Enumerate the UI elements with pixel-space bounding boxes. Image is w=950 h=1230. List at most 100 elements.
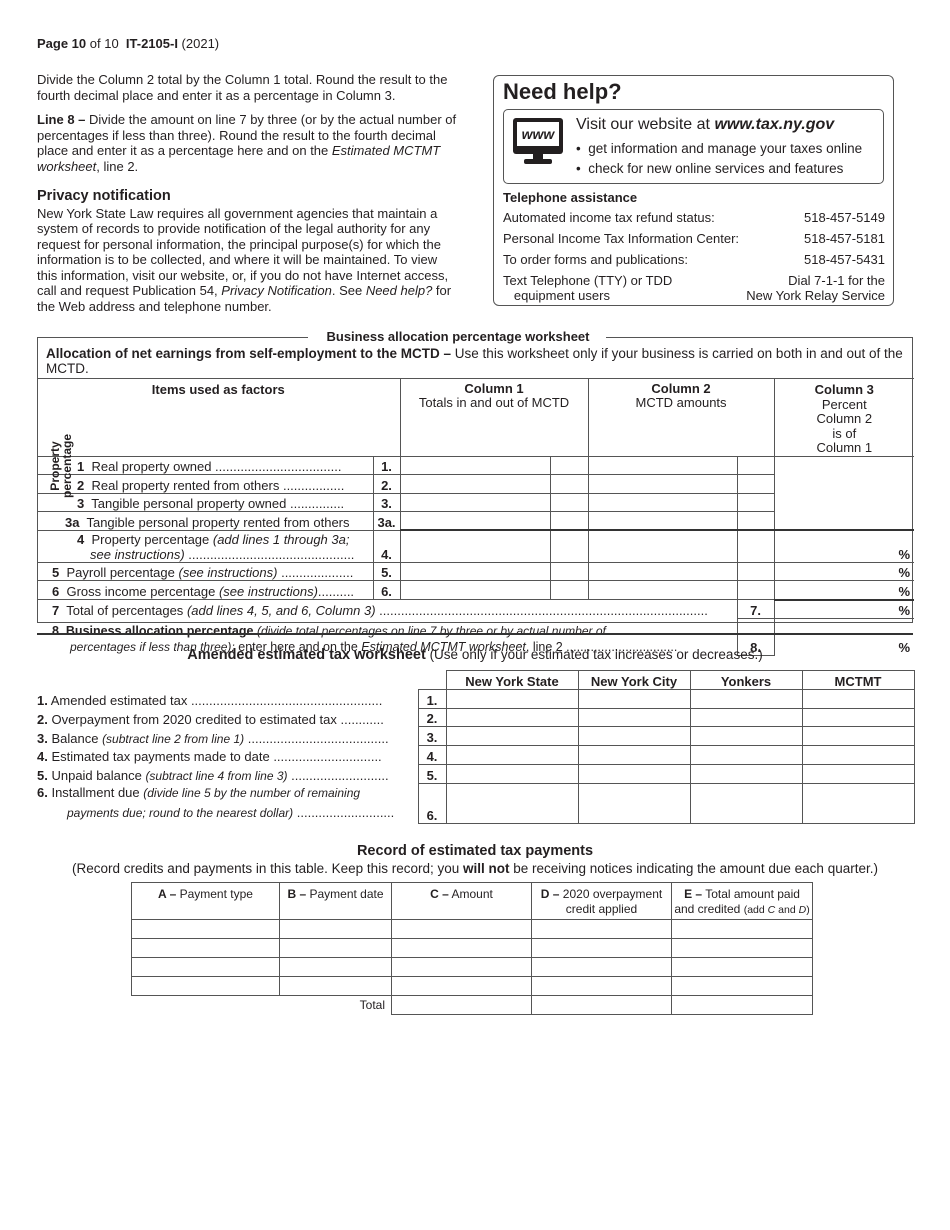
mctmt-input[interactable] bbox=[801, 726, 915, 747]
total-paid-input[interactable] bbox=[671, 919, 813, 939]
col1-input[interactable] bbox=[399, 492, 551, 513]
col2-input[interactable] bbox=[587, 529, 738, 563]
total-paid-input[interactable] bbox=[671, 995, 813, 1015]
yonkers-input[interactable] bbox=[689, 745, 803, 765]
amount-input[interactable] bbox=[391, 957, 532, 977]
text: Visit our website at bbox=[576, 116, 715, 133]
nys-input[interactable] bbox=[445, 782, 579, 824]
yonkers-input[interactable] bbox=[689, 707, 803, 728]
col3-percent-input[interactable]: % bbox=[773, 529, 915, 563]
overpayment-input[interactable] bbox=[531, 938, 672, 958]
nys-input[interactable] bbox=[445, 763, 579, 784]
nyc-input[interactable] bbox=[577, 688, 691, 709]
col1-decimal-input[interactable] bbox=[549, 455, 589, 476]
col2-input[interactable] bbox=[587, 455, 738, 476]
nyc-input[interactable] bbox=[577, 745, 691, 765]
col1-input[interactable] bbox=[399, 474, 551, 494]
col1-input[interactable] bbox=[399, 561, 551, 582]
payment-date-input[interactable] bbox=[279, 938, 392, 958]
payment-date-input[interactable] bbox=[279, 957, 392, 977]
col1-decimal-input[interactable] bbox=[549, 511, 589, 532]
nys-input[interactable] bbox=[445, 688, 579, 709]
payment-type-input[interactable] bbox=[131, 976, 280, 996]
mctmt-input[interactable] bbox=[801, 763, 915, 784]
spacer bbox=[418, 671, 446, 690]
col2-decimal-input[interactable] bbox=[736, 561, 775, 582]
text: Business allocation percentage bbox=[65, 624, 257, 639]
row-6-label: 6 Gross income percentage (see instructi… bbox=[37, 580, 374, 601]
text: payments due; round to the nearest dolla… bbox=[67, 806, 294, 821]
nys-input[interactable] bbox=[445, 707, 579, 728]
mctmt-input[interactable] bbox=[801, 688, 915, 709]
col3-percent-input[interactable]: % bbox=[773, 617, 915, 656]
payment-type-input[interactable] bbox=[131, 938, 280, 958]
overpayment-input[interactable] bbox=[531, 919, 672, 939]
col1-decimal-input[interactable] bbox=[549, 492, 589, 513]
col1-input[interactable] bbox=[399, 529, 551, 563]
col2-decimal-input[interactable] bbox=[736, 492, 775, 513]
total-overpayment-input[interactable] bbox=[531, 995, 672, 1015]
payment-type-input[interactable] bbox=[131, 919, 280, 939]
mctmt-input[interactable] bbox=[801, 707, 915, 728]
col2-input[interactable] bbox=[587, 561, 738, 582]
total-paid-input[interactable] bbox=[671, 938, 813, 958]
worksheet-intro: Allocation of net earnings from self-emp… bbox=[46, 346, 908, 376]
col2-decimal-input[interactable] bbox=[736, 455, 775, 476]
row-label: 4. Estimated tax payments made to date .… bbox=[37, 746, 418, 764]
amount-input[interactable] bbox=[391, 938, 532, 958]
mctmt-input[interactable] bbox=[801, 745, 915, 765]
nyc-input[interactable] bbox=[577, 782, 691, 824]
text: Property percentage bbox=[91, 531, 213, 547]
total-paid-input[interactable] bbox=[671, 957, 813, 977]
mctmt-input[interactable] bbox=[801, 782, 915, 824]
col2-input[interactable] bbox=[587, 492, 738, 513]
col1-decimal-input[interactable] bbox=[549, 561, 589, 582]
business-table: Items used as factors Column 1 Totals in … bbox=[37, 378, 915, 656]
text: Tangible personal property rented from o… bbox=[86, 514, 350, 530]
payment-date-input[interactable] bbox=[279, 976, 392, 996]
yonkers-input[interactable] bbox=[689, 688, 803, 709]
payment-date-input[interactable] bbox=[279, 919, 392, 939]
col2-decimal-input[interactable] bbox=[736, 529, 775, 563]
col2-decimal-input[interactable] bbox=[736, 511, 775, 532]
text: Column 2 bbox=[816, 411, 873, 426]
text: C – bbox=[430, 887, 449, 901]
col1-decimal-input[interactable] bbox=[549, 580, 589, 601]
total-paid-input[interactable] bbox=[671, 976, 813, 996]
overpayment-input[interactable] bbox=[531, 976, 672, 996]
total-amount-input[interactable] bbox=[391, 995, 532, 1015]
tel-row: To order forms and publications: 518-457-… bbox=[503, 252, 885, 267]
line-number: 5. bbox=[37, 768, 48, 784]
col1-input[interactable] bbox=[399, 511, 551, 532]
header-mctmt: MCTMT bbox=[801, 670, 915, 690]
website-link[interactable]: www.tax.ny.gov bbox=[714, 116, 835, 133]
col1-decimal-input[interactable] bbox=[549, 474, 589, 494]
yonkers-input[interactable] bbox=[689, 726, 803, 747]
col2-decimal-input[interactable] bbox=[736, 580, 775, 601]
nys-input[interactable] bbox=[445, 726, 579, 747]
amount-input[interactable] bbox=[391, 976, 532, 996]
payment-type-input[interactable] bbox=[131, 957, 280, 977]
nyc-input[interactable] bbox=[577, 707, 691, 728]
col3-percent-input[interactable]: % bbox=[773, 580, 915, 601]
col3-percent-input[interactable]: % bbox=[773, 598, 915, 619]
nyc-input[interactable] bbox=[577, 763, 691, 784]
col3-percent-input[interactable]: % bbox=[773, 561, 915, 582]
col2-decimal-input[interactable] bbox=[736, 474, 775, 494]
tel-label: Text Telephone (TTY) or TDD bbox=[503, 273, 673, 288]
nys-input[interactable] bbox=[445, 745, 579, 765]
col1-decimal-input[interactable] bbox=[549, 529, 589, 563]
col2-input[interactable] bbox=[587, 511, 738, 532]
col1-input[interactable] bbox=[399, 580, 551, 601]
divider bbox=[37, 633, 913, 635]
overpayment-input[interactable] bbox=[531, 957, 672, 977]
col2-input[interactable] bbox=[587, 580, 738, 601]
col1-input[interactable] bbox=[399, 455, 551, 476]
yonkers-input[interactable] bbox=[689, 763, 803, 784]
amended-title: Amended estimated tax worksheet (Use onl… bbox=[0, 647, 950, 663]
col2-input[interactable] bbox=[587, 474, 738, 494]
nyc-input[interactable] bbox=[577, 726, 691, 747]
telephone-section: Telephone assistance Automated income ta… bbox=[503, 190, 885, 309]
yonkers-input[interactable] bbox=[689, 782, 803, 824]
amount-input[interactable] bbox=[391, 919, 532, 939]
